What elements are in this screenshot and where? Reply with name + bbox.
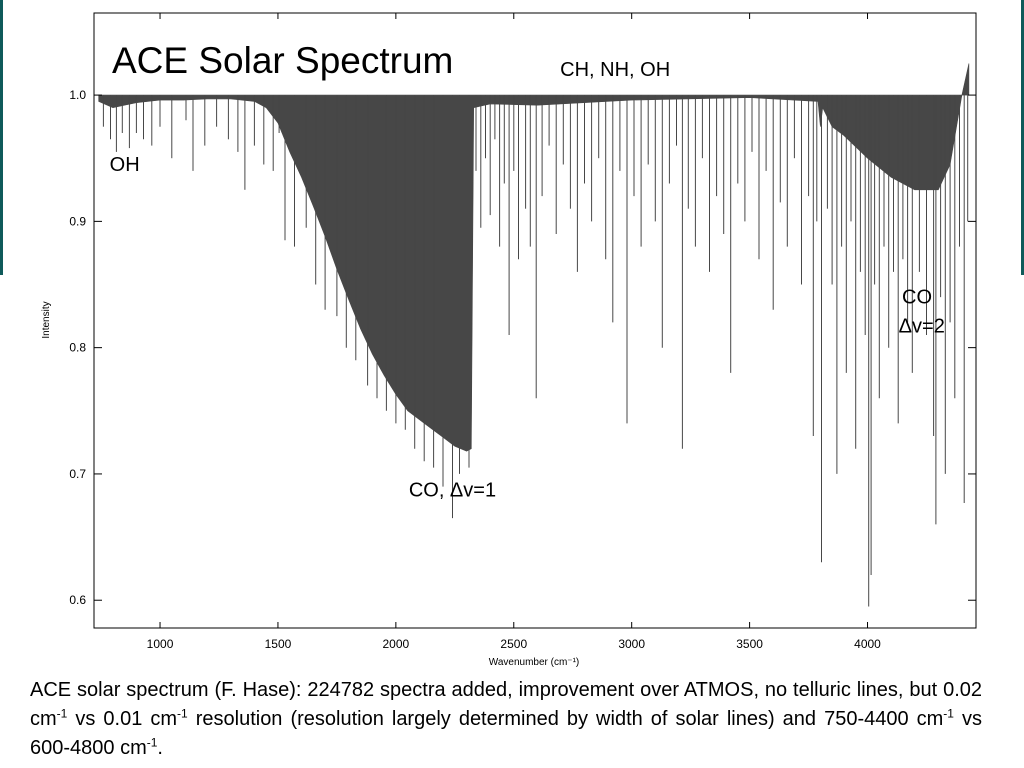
annotation-label: CO: [902, 286, 932, 308]
caption-sup-4: -1: [146, 735, 158, 750]
annotation-label: Δv=2: [899, 315, 945, 337]
caption-text-5: .: [157, 737, 163, 759]
caption-text-4: vs 600-4800 cm: [30, 708, 982, 759]
y-tick-label: 1.0: [69, 88, 86, 102]
y-tick-label: 0.8: [69, 341, 86, 355]
x-tick-label: 4000: [854, 637, 881, 651]
absorption-lines: [102, 95, 969, 607]
caption-text-1: ACE solar spectrum (F. Hase): 224782 spe…: [30, 679, 982, 730]
caption-sup-3: -1: [943, 706, 954, 721]
spectrum-envelope: [98, 63, 970, 452]
caption-text-3: resolution (resolution largely determine…: [187, 708, 944, 730]
x-tick-label: 1500: [265, 637, 292, 651]
y-axis: 0.6 0.7 0.8 0.9 1.0: [69, 88, 976, 607]
right-accent-stripe: [1021, 0, 1024, 275]
annotation-label: CH, NH, OH: [560, 59, 670, 81]
x-tick-label: 1000: [147, 637, 174, 651]
y-tick-label: 0.6: [69, 593, 86, 607]
annotation-label: OH: [110, 154, 140, 176]
annotation-label: CO, Δv=1: [409, 480, 496, 502]
caption-sup-2: -1: [177, 706, 188, 721]
caption-text-2: vs 0.01 cm: [67, 708, 178, 730]
x-axis: 1000 1500 2000 2500 3000 3500 4000: [147, 13, 881, 651]
y-axis-label: Intensity: [41, 301, 52, 338]
annotations: OH CH, NH, OH CO, Δv=1 CO Δv=2: [110, 59, 945, 502]
plot-frame: [93, 12, 977, 629]
left-accent-stripe: [0, 0, 3, 275]
y-tick-label: 0.9: [69, 214, 86, 228]
x-tick-label: 3000: [618, 637, 645, 651]
x-tick-label: 2000: [383, 637, 410, 651]
plot-area: [98, 63, 970, 607]
x-tick-label: 3500: [736, 637, 763, 651]
x-axis-label: Wavenumber (cm⁻¹): [489, 657, 579, 668]
figure-caption: ACE solar spectrum (F. Hase): 224782 spe…: [30, 676, 982, 763]
caption-sup-1: -1: [56, 706, 68, 721]
spectrum-chart: 1000 1500 2000 2500 3000 3500 4000 0.60.70.80.…: [41, 12, 977, 668]
x-tick-label: 2500: [500, 637, 527, 651]
y-tick-label: 0.7: [69, 467, 86, 481]
chart-title: ACE Solar Spectrum: [112, 40, 453, 81]
